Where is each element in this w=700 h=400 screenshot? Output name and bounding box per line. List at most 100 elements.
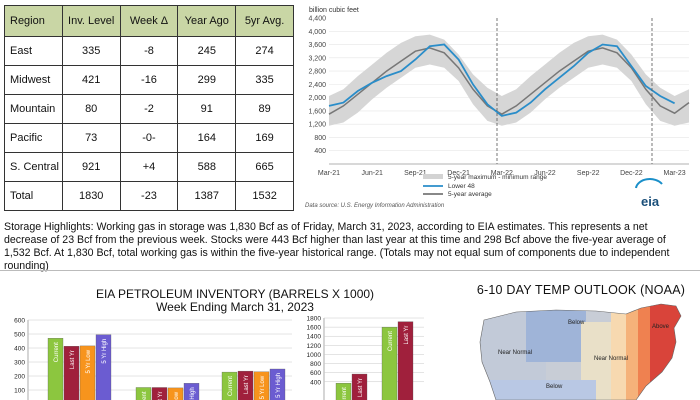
- y-tick-label: 4,000: [308, 29, 326, 36]
- series-5yr-average-line: [328, 47, 690, 116]
- petroleum-title-line2: Week Ending March 31, 2023: [156, 300, 314, 314]
- x-tick-label: Mar-22: [491, 170, 513, 177]
- x-tick-label: Jun-21: [361, 170, 383, 177]
- temp-outlook-map: Below Near Normal Near Normal Below Abov…: [479, 303, 682, 400]
- bar-label: Last Yr: [244, 375, 250, 394]
- y-tick-label: 1400: [307, 334, 322, 341]
- x-tick-label: Sep-21: [404, 170, 427, 177]
- x-tick-label: Dec-22: [620, 170, 643, 177]
- bar-label: 5 Yr Low: [174, 391, 180, 400]
- bar-label: 5 Yr High: [190, 387, 196, 400]
- table-cell: 335: [235, 65, 294, 95]
- bar-label: Last Yr: [358, 378, 364, 397]
- y-tick-label: 800: [310, 361, 321, 368]
- bar: [397, 321, 414, 400]
- table-cell: 299: [177, 65, 237, 95]
- table-cell: 164: [177, 123, 237, 153]
- map-label-near-normal-2: Near Normal: [594, 356, 628, 362]
- bar: [79, 345, 96, 400]
- table-cell: 588: [177, 152, 237, 182]
- y-tick-label: 100: [14, 388, 25, 395]
- bar: [335, 382, 352, 400]
- table-row: East 335 -8 245 274: [4, 36, 294, 66]
- header-week-delta: Week Δ: [119, 5, 179, 37]
- petroleum-chart-left: 100 200 300 400 500 600 Current Last Yr 5 Yr Low…: [14, 318, 292, 400]
- table-row: Pacific 73 -0- 164 169: [4, 123, 294, 153]
- table-cell: 274: [235, 36, 294, 66]
- map-zones: [480, 304, 681, 400]
- bar-label: 5 Yr High: [102, 339, 108, 364]
- x-tick-label: Jun-22: [534, 170, 556, 177]
- header-year-ago: Year Ago: [177, 5, 237, 37]
- petroleum-chart-right: 400 600 800 1000 1200 1400 1600 1800 Current Last…: [307, 316, 424, 400]
- table-cell: S. Central: [4, 152, 63, 182]
- table-cell: 1387: [177, 181, 237, 211]
- table-cell: 245: [177, 36, 237, 66]
- bar-label: 5 Yr High: [276, 373, 282, 398]
- table-cell: -16: [119, 65, 179, 95]
- petroleum-title: EIA PETROLEUM INVENTORY (BARRELS X 1000)…: [0, 288, 470, 314]
- table-cell: -8: [119, 36, 179, 66]
- x-tick-label: Mar-23: [664, 170, 686, 177]
- bar-label: Current: [142, 391, 148, 400]
- y-tick-label: 600: [14, 318, 25, 325]
- x-tick-label: Sep-22: [577, 170, 600, 177]
- table-cell: Mountain: [4, 94, 63, 124]
- table-cell: 665: [235, 152, 294, 182]
- bar-label: 5 Yr Low: [260, 375, 266, 399]
- y-tick-label: 1,600: [308, 108, 326, 115]
- map-label-above: Above: [652, 324, 670, 330]
- bar: [351, 373, 368, 400]
- table-cell: Midwest: [4, 65, 63, 95]
- bar-label: Last Yr: [70, 350, 76, 369]
- bar-label: Current: [342, 387, 348, 400]
- legend-lower48-label: Lower 48: [448, 183, 475, 190]
- bar-label: Last Yr: [158, 391, 164, 400]
- table-cell: +4: [119, 152, 179, 182]
- header-5yr-avg: 5yr Avg.: [235, 5, 294, 37]
- series-lines: [328, 43, 690, 117]
- table-cell: -23: [119, 181, 179, 211]
- y-tick-label: 1600: [307, 325, 322, 332]
- y-tick-label: 400: [314, 148, 326, 155]
- y-tick-label: 400: [14, 346, 25, 353]
- table-row: S. Central 921 +4 588 665: [4, 152, 294, 182]
- table-cell: Pacific: [4, 123, 63, 153]
- y-tick-label: 400: [310, 379, 321, 386]
- y-tick-label: 1000: [307, 352, 322, 359]
- x-tick-label: Mar-21: [318, 170, 340, 177]
- y-tick-label: 3,200: [308, 55, 326, 62]
- us-outline: [479, 303, 682, 400]
- table-cell: 91: [177, 94, 237, 124]
- table-cell: 421: [61, 65, 121, 95]
- y-tick-label: 2,000: [308, 95, 326, 102]
- storage-highlights: Storage Highlights: Working gas in stora…: [4, 221, 670, 272]
- y-tick-label: 1,200: [308, 122, 326, 129]
- range-band-area: [329, 34, 689, 126]
- data-source: Data source: U.S. Energy Information Adm…: [305, 203, 445, 209]
- legend-swatch-range: [423, 174, 443, 179]
- bar: [381, 326, 398, 400]
- bar-label: Current: [388, 331, 394, 351]
- bar-label: 5 Yr Low: [86, 349, 92, 373]
- table-cell: 169: [235, 123, 294, 153]
- temp-outlook-title: 6-10 DAY TEMP OUTLOOK (NOAA): [476, 283, 686, 297]
- y-axis-label: billion cubic feet: [309, 7, 359, 14]
- table-total-row: Total 1830 -23 1387 1532: [4, 181, 294, 211]
- y-tick-label: 1200: [307, 343, 322, 350]
- legend: 5-year maximum - minimum range Lower 48 …: [423, 174, 547, 198]
- table-row: Midwest 421 -16 299 335: [4, 65, 294, 95]
- y-tick-label: 3,600: [308, 42, 326, 49]
- y-tick-label: 600: [310, 370, 321, 377]
- bar: [237, 370, 254, 400]
- x-tick-labels: Mar-21 Jun-21 Sep-21 Dec-21 Mar-22 Jun-22 Sep-…: [318, 170, 686, 177]
- table-cell: 921: [61, 152, 121, 182]
- header-region: Region: [4, 5, 63, 37]
- series-lower48-line: [328, 43, 676, 117]
- bar-label: Last Yr: [404, 326, 410, 345]
- bar: [183, 383, 200, 400]
- bar-label: Current: [54, 342, 60, 362]
- y-tick-label: 500: [14, 332, 25, 339]
- y-tick-label: 800: [314, 135, 326, 142]
- y-tick-label: 200: [14, 374, 25, 381]
